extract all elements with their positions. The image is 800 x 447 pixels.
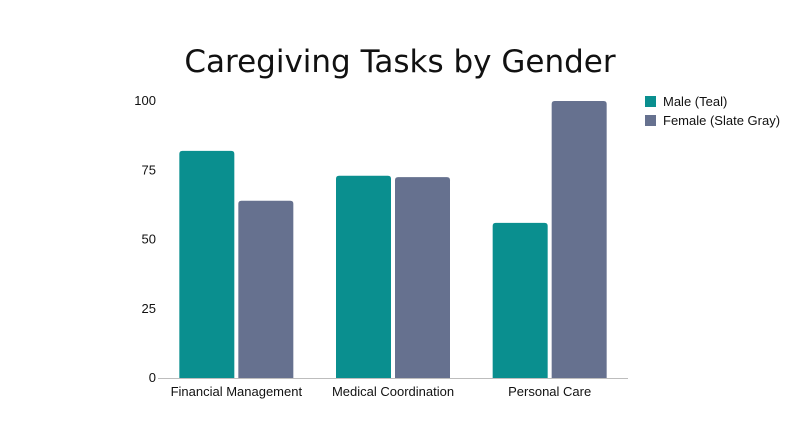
bar-female-personal-care xyxy=(551,101,607,378)
bar-male-medical-coordination xyxy=(336,175,391,378)
y-tick-label: 50 xyxy=(142,232,156,247)
y-tick-label: 100 xyxy=(134,93,156,108)
x-tick-label: Financial Management xyxy=(171,384,303,399)
legend-label: Male (Teal) xyxy=(663,94,727,109)
y-tick-label: 75 xyxy=(142,162,156,177)
legend-swatch xyxy=(645,96,656,107)
bar-male-personal-care xyxy=(492,222,548,378)
y-tick-label: 25 xyxy=(142,301,156,316)
legend: Male (Teal) Female (Slate Gray) xyxy=(645,94,780,128)
x-tick-label: Personal Care xyxy=(508,384,591,399)
x-tick-label: Medical Coordination xyxy=(332,384,454,399)
x-axis-labels: Financial Management Medical Coordination… xyxy=(171,384,592,399)
legend-label: Female (Slate Gray) xyxy=(663,113,780,128)
chart-title: Caregiving Tasks by Gender xyxy=(184,44,615,80)
y-axis-ticks: 0 25 50 75 100 xyxy=(134,93,156,385)
bars-group xyxy=(179,101,607,378)
bar-male-financial-management xyxy=(179,150,235,378)
y-tick-label: 0 xyxy=(149,370,156,385)
bar-female-financial-management xyxy=(238,200,294,378)
legend-swatch xyxy=(645,115,656,126)
bar-female-medical-coordination xyxy=(395,177,450,378)
